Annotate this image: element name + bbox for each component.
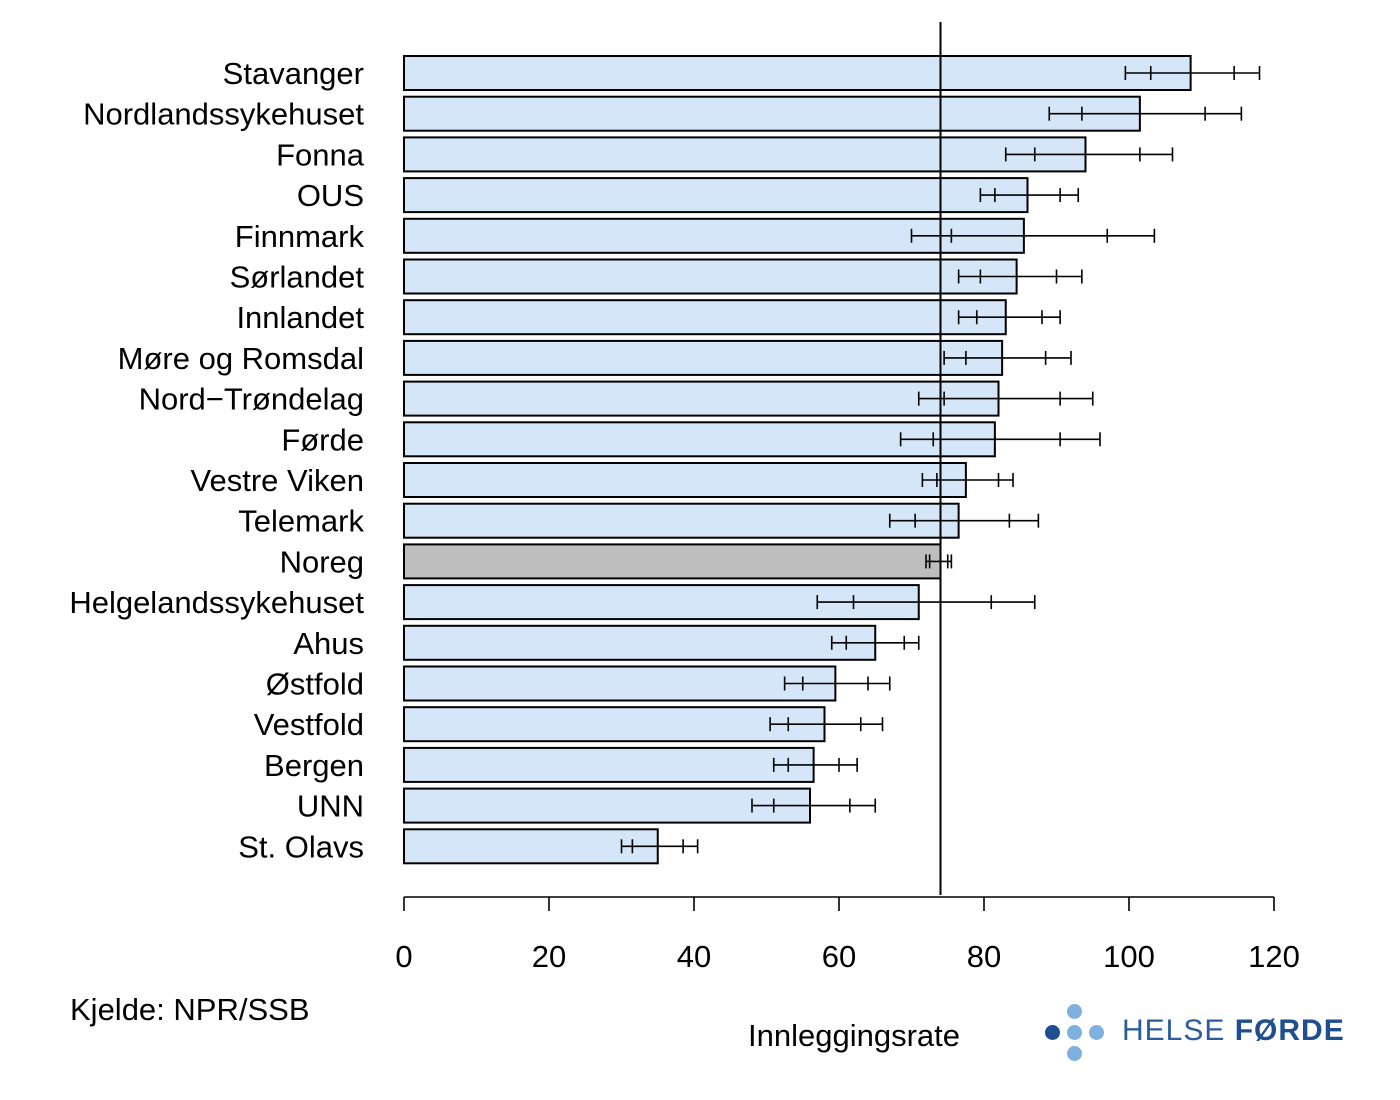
x-tick-label: 20: [532, 939, 566, 974]
category-label: Vestfold: [254, 707, 364, 742]
bar: [403, 828, 659, 865]
x-tick-label: 100: [1103, 939, 1155, 974]
bar: [403, 258, 1018, 295]
category-label: Noreg: [280, 544, 364, 579]
x-tick-label: 120: [1248, 939, 1300, 974]
logo-dots-icon: [1040, 1000, 1110, 1066]
x-tick-label: 40: [677, 939, 711, 974]
bar: [403, 462, 967, 498]
category-label: St. Olavs: [238, 829, 364, 864]
bar: [403, 177, 1029, 214]
bar: [403, 787, 811, 824]
bar: [403, 339, 1004, 376]
bar: [403, 380, 1000, 417]
category-label: Helgelandssykehuset: [69, 585, 364, 620]
bar: [403, 95, 1141, 132]
category-label: Telemark: [238, 504, 364, 539]
category-label: Førde: [281, 422, 364, 457]
error-bars-layer: [620, 66, 1261, 854]
x-tick-label: 80: [967, 939, 1001, 974]
category-label: Nordlandssykehuset: [83, 97, 364, 132]
category-label: UNN: [297, 789, 364, 824]
category-label: Østfold: [266, 667, 364, 702]
category-label: Nord−Trøndelag: [139, 382, 364, 417]
category-label: Møre og Romsdal: [118, 341, 364, 376]
x-axis-label: Innleggingsrate: [748, 1018, 960, 1053]
logo-wordmark: HELSE FØRDE: [1122, 1014, 1345, 1048]
bar: [403, 136, 1087, 173]
logo-word-helse: HELSE: [1122, 1014, 1226, 1047]
helse-forde-logo: HELSE FØRDE: [1040, 1000, 1344, 1066]
bar: [403, 665, 837, 702]
category-label: Bergen: [264, 748, 364, 783]
bar: [403, 543, 942, 580]
category-label: Sørlandet: [230, 260, 365, 295]
logo-word-forde: FØRDE: [1234, 1014, 1345, 1047]
category-label: Innlandet: [236, 300, 364, 335]
bar: [403, 624, 877, 661]
bar: [403, 55, 1192, 91]
category-label: Stavanger: [223, 56, 364, 91]
bar: [403, 299, 1007, 336]
bar: [403, 421, 996, 458]
x-axis: 0 20 40 60 80 100 120: [395, 896, 1300, 974]
category-label: Fonna: [276, 137, 365, 172]
x-tick-label: 60: [822, 939, 856, 974]
category-label: Finnmark: [235, 219, 365, 254]
source-note: Kjelde: NPR/SSB: [70, 992, 310, 1027]
category-labels: Stavanger Nordlandssykehuset Fonna OUS Finnm…: [69, 56, 364, 864]
bar: [403, 706, 826, 743]
bar: [403, 502, 960, 539]
category-label: Vestre Viken: [191, 463, 364, 498]
category-label: Ahus: [293, 626, 364, 661]
bars-layer: [403, 55, 1192, 865]
x-tick-label: 0: [395, 939, 412, 974]
bar: [403, 746, 815, 783]
category-label: OUS: [297, 178, 364, 213]
